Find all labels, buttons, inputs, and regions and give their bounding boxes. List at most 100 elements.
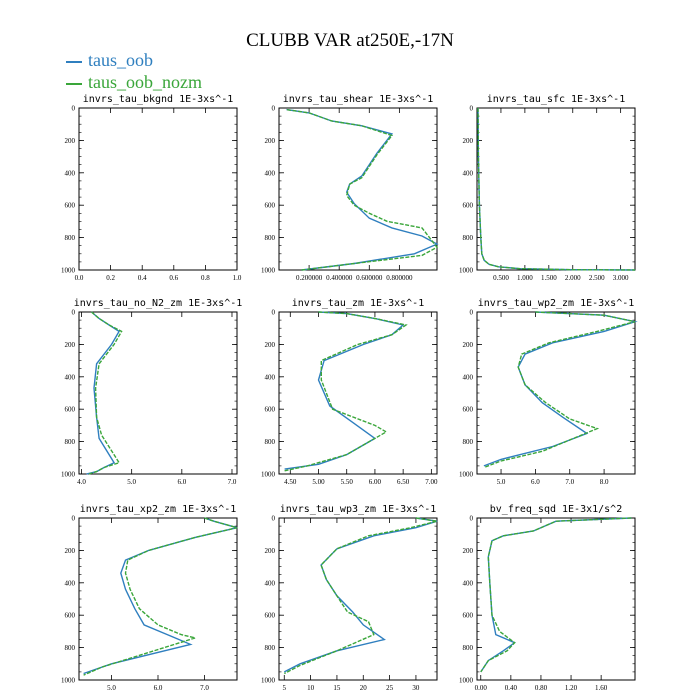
x-tick-label: 6.0: [177, 478, 186, 486]
chart-panel-3: invrs_tau_sfc 1E-3xs^-1 0 200 400 600 800 1000…: [459, 94, 636, 282]
y-tick-label: 200: [265, 137, 276, 145]
x-tick-label: 1.20: [565, 684, 578, 692]
y-tick-label: 400: [265, 579, 276, 587]
x-tick-label: 0.200000: [296, 274, 323, 282]
panel-title: invrs_tau_shear 1E-3xs^-1: [283, 94, 434, 105]
y-tick-label: 800: [65, 234, 76, 242]
x-tick-label: 2.500: [589, 274, 605, 282]
y-tick-label: 1000: [261, 471, 276, 479]
plot-frame: [78, 107, 238, 271]
x-tick-label: 0.0: [75, 274, 84, 282]
panel-title: invrs_tau_bkgnd 1E-3xs^-1: [83, 94, 234, 105]
y-tick-label: 800: [463, 438, 474, 446]
x-tick-label: 0.500: [493, 274, 509, 282]
legend-swatch-taus-oob-nozm: [66, 83, 82, 85]
y-tick-label: 0: [470, 515, 474, 523]
y-tick-label: 400: [65, 373, 76, 381]
y-tick-label: 800: [463, 234, 474, 242]
series-line-taus-oob-nozm: [88, 311, 123, 475]
x-tick-label: 0.600000: [356, 274, 383, 282]
y-tick-label: 1000: [261, 677, 276, 685]
y-tick-label: 0: [272, 309, 276, 317]
panel-title: bv_freq_sqd 1E-3x1/s^2: [490, 504, 622, 515]
x-tick-label: 0.2: [106, 274, 115, 282]
legend-label-taus-oob-nozm: taus_oob_nozm: [88, 72, 202, 92]
x-tick-label: 4.0: [77, 478, 86, 486]
x-tick-label: 7.0: [565, 478, 574, 486]
y-tick-label: 600: [265, 406, 276, 414]
panel-title: invrs_tau_sfc 1E-3xs^-1: [487, 94, 625, 105]
x-tick-label: 6.0: [531, 478, 540, 486]
series-line-taus-oob: [483, 311, 638, 467]
x-tick-label: 0.40: [505, 684, 518, 692]
y-tick-label: 0: [272, 515, 276, 523]
y-tick-label: 200: [463, 341, 474, 349]
plot-frame: [476, 517, 636, 681]
x-tick-label: 5.50: [341, 478, 354, 486]
y-tick-label: 200: [65, 341, 76, 349]
x-tick-label: 6.00: [369, 478, 382, 486]
chart-panel-2: invrs_tau_shear 1E-3xs^-1 0 200 400 600 800 10…: [261, 94, 439, 282]
chart-panel-5: invrs_tau_zm 1E-3xs^-1 0 200 400 600 800 1000 4…: [261, 298, 438, 486]
x-tick-label: 25: [386, 684, 394, 692]
x-tick-label: 5.0: [497, 478, 506, 486]
y-tick-label: 200: [265, 341, 276, 349]
x-tick-label: 1.60: [595, 684, 608, 692]
y-tick-label: 600: [463, 612, 474, 620]
x-tick-label: 6.0: [154, 684, 163, 692]
series-line-taus-oob: [480, 517, 632, 673]
x-tick-label: 0.80: [535, 684, 548, 692]
plot-frame: [278, 517, 438, 681]
y-tick-label: 1000: [261, 267, 276, 275]
plot-frame: [78, 517, 238, 681]
panel-title: invrs_tau_xp2_zm 1E-3xs^-1: [80, 504, 237, 515]
x-tick-label: 1.000: [517, 274, 533, 282]
legend: taus_oob taus_oob_nozm: [66, 50, 286, 94]
x-tick-label: 15: [333, 684, 341, 692]
y-tick-label: 1000: [459, 471, 474, 479]
x-tick-label: 1.0: [233, 274, 242, 282]
plot-frame: [476, 107, 636, 271]
y-tick-label: 800: [265, 644, 276, 652]
y-tick-label: 0: [72, 105, 76, 113]
x-tick-label: 6.50: [397, 478, 410, 486]
y-tick-label: 600: [65, 202, 76, 210]
legend-label-taus-oob: taus_oob: [88, 50, 153, 70]
y-tick-label: 800: [65, 438, 76, 446]
x-tick-label: 5: [283, 684, 287, 692]
y-tick-label: 1000: [61, 267, 76, 275]
plot-frame: [278, 107, 438, 271]
x-tick-label: 30: [412, 684, 420, 692]
x-tick-label: 5.0: [127, 478, 136, 486]
chart-panel-4: invrs_tau_no_N2_zm 1E-3xs^-10 200 400 600 80…: [61, 298, 242, 486]
y-tick-label: 400: [65, 169, 76, 177]
panel-title: invrs_tau_wp2_zm 1E-3xs^-1: [478, 298, 635, 309]
chart-panel-9: bv_freq_sqd 1E-3x1/s^2020040060080010000…: [459, 504, 636, 692]
x-tick-label: 10: [307, 684, 315, 692]
series-line-taus-oob-nozm: [283, 517, 438, 675]
y-tick-label: 200: [463, 137, 474, 145]
panel-title: invrs_tau_no_N2_zm 1E-3xs^-1: [74, 298, 243, 309]
legend-item-taus-oob: taus_oob: [66, 50, 286, 72]
y-tick-label: 800: [463, 644, 474, 652]
y-tick-label: 400: [463, 373, 474, 381]
chart-panel-8: invrs_tau_wp3_zm 1E-3xs^-1 0 200 400 600 800 1…: [261, 504, 438, 692]
y-tick-label: 200: [463, 547, 474, 555]
x-tick-label: 8.0: [600, 478, 609, 486]
y-tick-label: 800: [65, 644, 76, 652]
x-tick-label: 0.400000: [326, 274, 353, 282]
series-line-taus-oob: [86, 311, 121, 475]
series-line-taus-oob: [283, 517, 438, 673]
legend-swatch-taus-oob: [66, 61, 82, 63]
y-tick-label: 400: [265, 373, 276, 381]
legend-item-taus-oob-nozm: taus_oob_nozm: [66, 72, 286, 94]
y-tick-label: 200: [265, 547, 276, 555]
panel-title: invrs_tau_zm 1E-3xs^-1: [292, 298, 424, 309]
y-tick-label: 1000: [61, 677, 76, 685]
y-tick-label: 200: [65, 137, 76, 145]
x-tick-label: 7.00: [425, 478, 438, 486]
x-tick-label: 0.00: [475, 684, 488, 692]
x-tick-label: 20: [360, 684, 368, 692]
